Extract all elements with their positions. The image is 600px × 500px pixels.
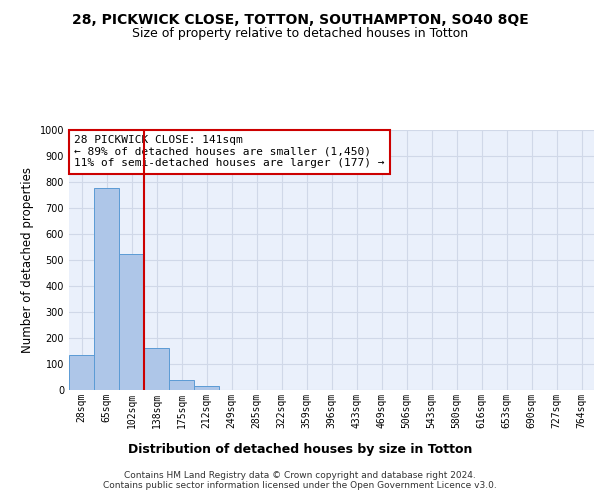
Text: Size of property relative to detached houses in Totton: Size of property relative to detached ho… bbox=[132, 28, 468, 40]
Bar bbox=[69, 356, 94, 390]
Text: 28, PICKWICK CLOSE, TOTTON, SOUTHAMPTON, SO40 8QE: 28, PICKWICK CLOSE, TOTTON, SOUTHAMPTON,… bbox=[71, 12, 529, 26]
Text: 28 PICKWICK CLOSE: 141sqm
← 89% of detached houses are smaller (1,450)
11% of se: 28 PICKWICK CLOSE: 141sqm ← 89% of detac… bbox=[74, 135, 385, 168]
Bar bbox=[194, 386, 219, 390]
Bar bbox=[144, 348, 169, 390]
Bar bbox=[94, 188, 119, 390]
Text: Contains HM Land Registry data © Crown copyright and database right 2024.
Contai: Contains HM Land Registry data © Crown c… bbox=[103, 470, 497, 490]
Y-axis label: Number of detached properties: Number of detached properties bbox=[21, 167, 34, 353]
Text: Distribution of detached houses by size in Totton: Distribution of detached houses by size … bbox=[128, 442, 472, 456]
Bar bbox=[119, 254, 144, 390]
Bar bbox=[169, 380, 194, 390]
